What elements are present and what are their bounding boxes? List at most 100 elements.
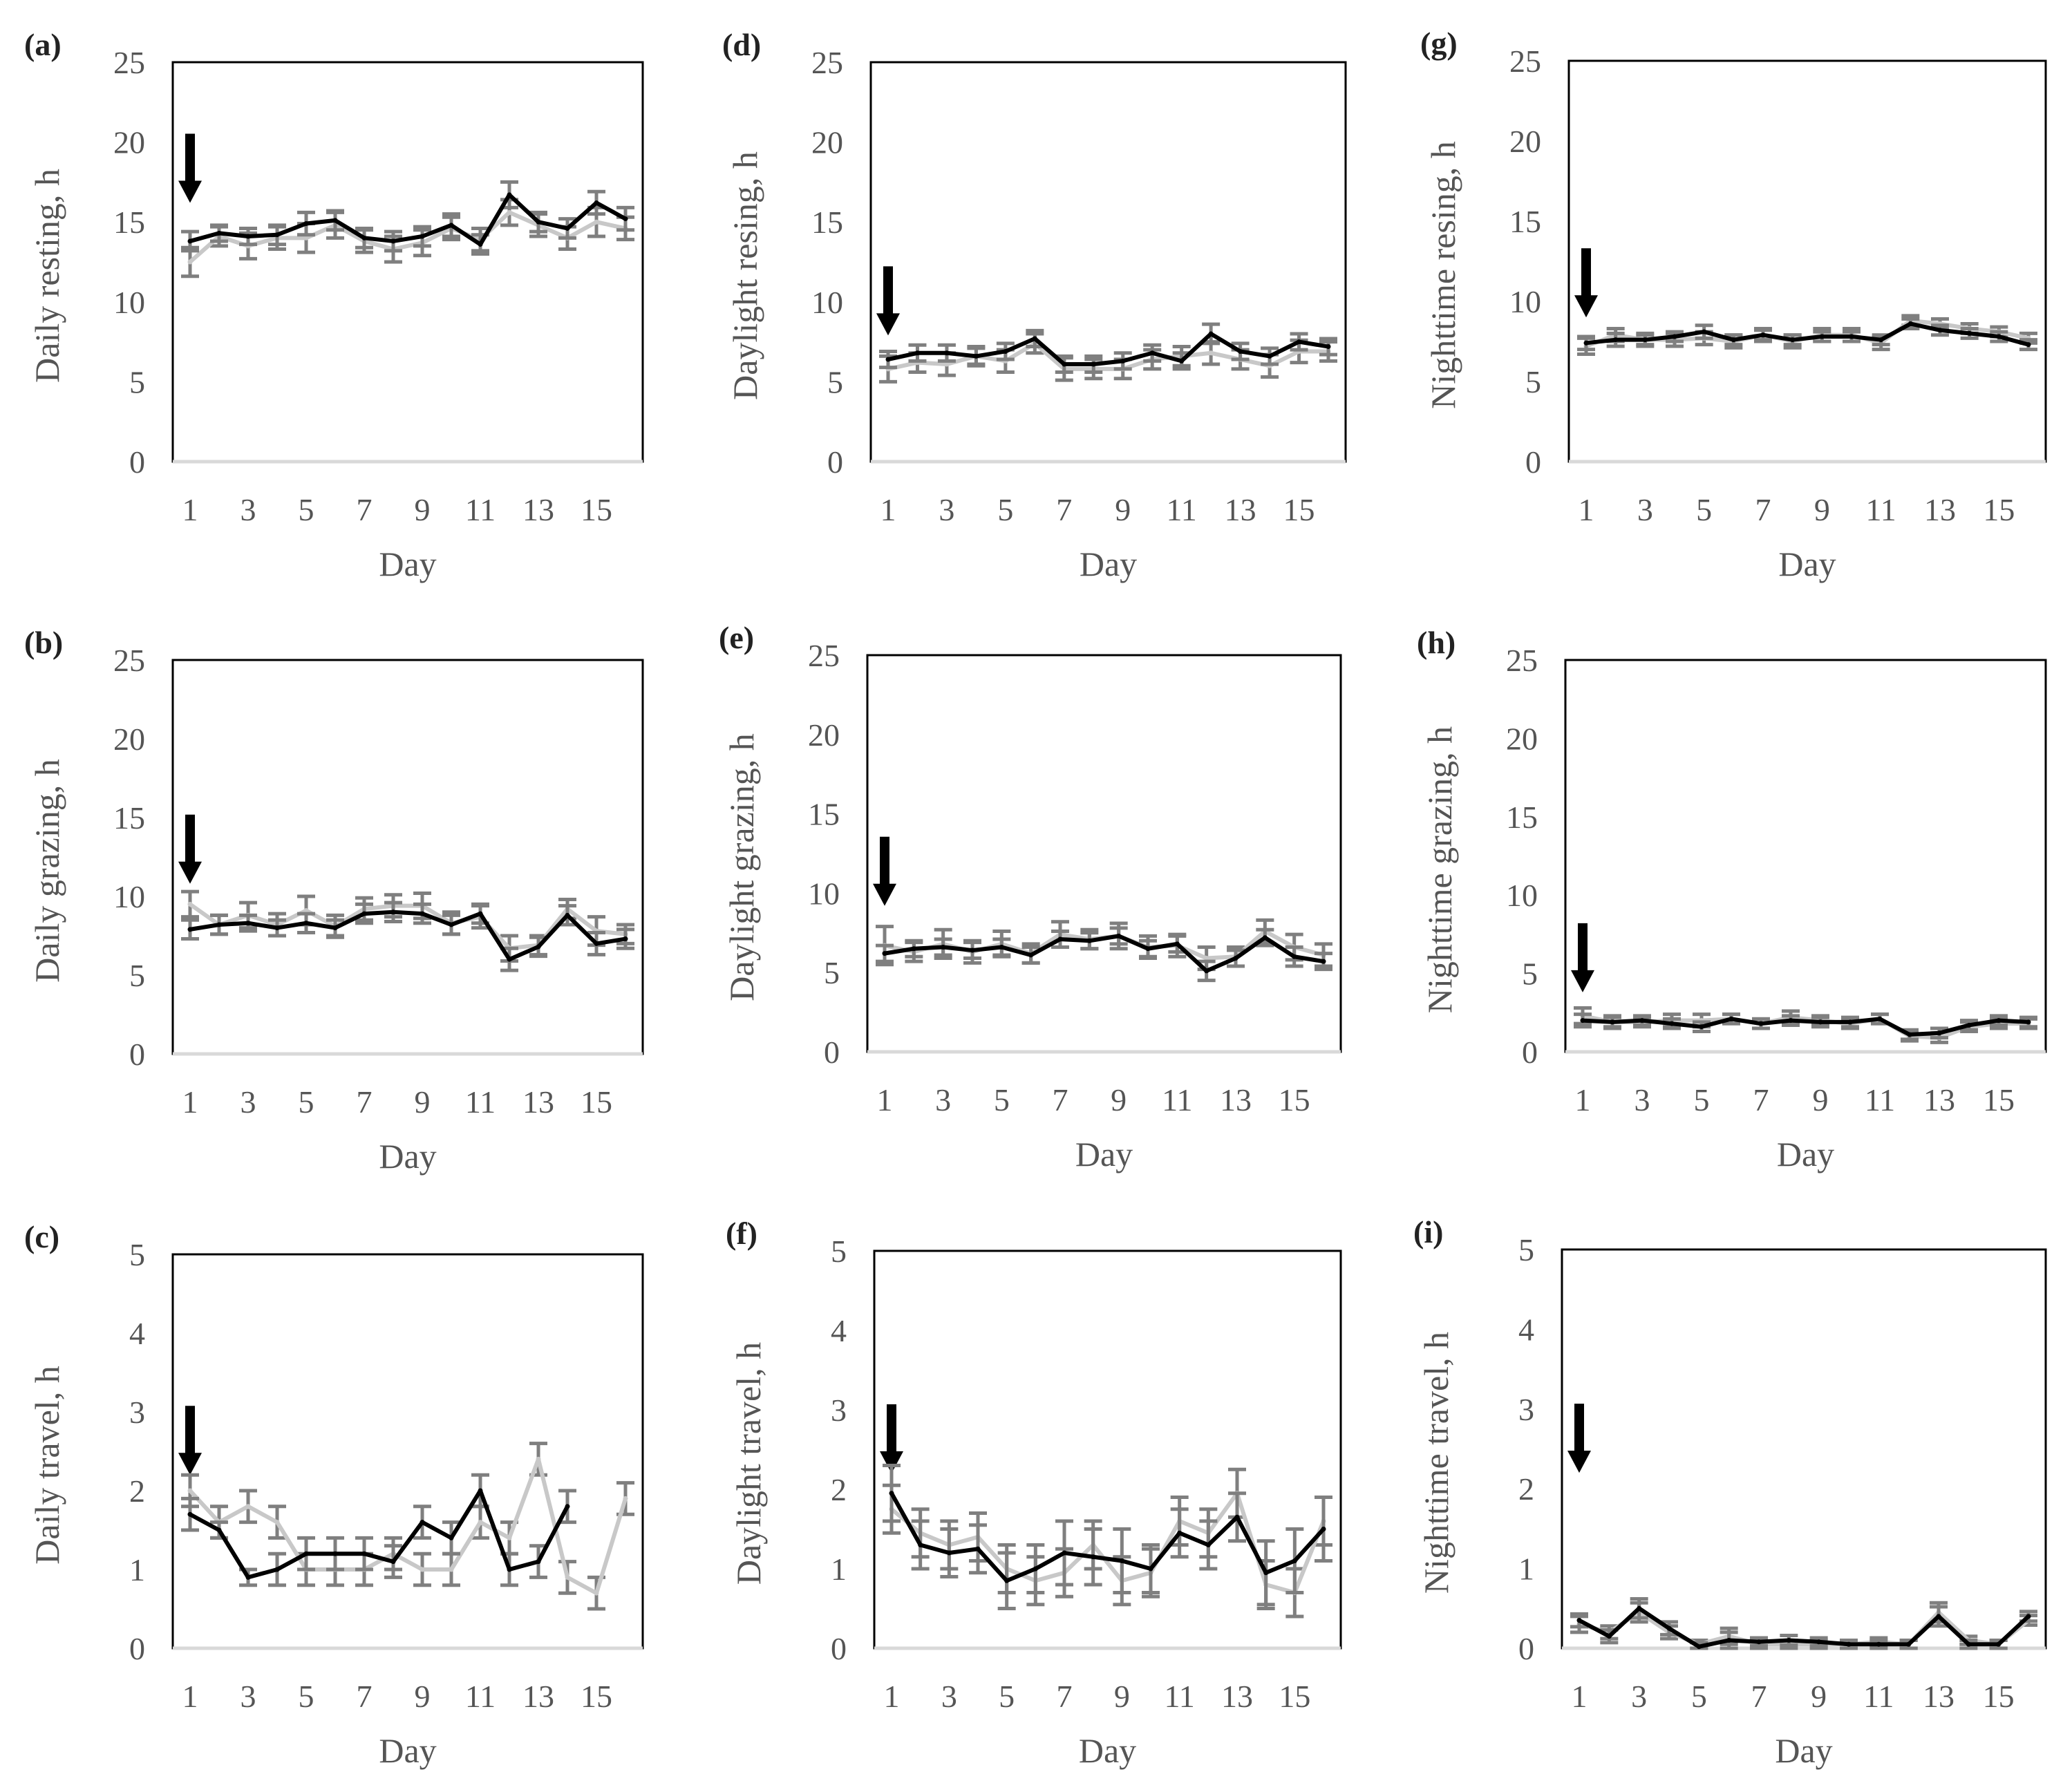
x-tick-label: 9 — [1811, 1679, 1827, 1714]
data-point — [303, 921, 309, 926]
data-point — [361, 1551, 367, 1556]
series-line-black — [189, 192, 627, 247]
data-point — [1321, 959, 1326, 964]
x-tick-label: 11 — [1866, 492, 1896, 527]
x-tick-label: 13 — [1220, 1082, 1252, 1117]
y-tick-label: 1 — [129, 1552, 145, 1587]
data-point — [1637, 1605, 1642, 1611]
data-point — [885, 357, 891, 362]
x-tick-label: 5 — [299, 1679, 314, 1714]
y-tick-label: 5 — [1518, 1232, 1534, 1267]
y-tick-label: 0 — [1522, 1035, 1538, 1070]
x-tick-label: 11 — [1162, 1082, 1192, 1117]
x-tick-label: 11 — [1865, 1082, 1895, 1117]
y-tick-label: 25 — [808, 638, 840, 673]
data-point — [420, 1567, 425, 1572]
data-point — [1292, 1558, 1297, 1563]
data-point — [1966, 1022, 1972, 1028]
data-point — [1091, 1554, 1096, 1560]
x-tick-label: 9 — [1813, 1082, 1829, 1117]
data-point — [507, 956, 512, 962]
x-tick-label: 1 — [877, 1082, 893, 1117]
data-point — [1032, 336, 1037, 341]
data-point — [1086, 938, 1092, 943]
y-tick-label: 1 — [831, 1552, 847, 1587]
data-point — [1321, 1527, 1326, 1531]
data-point — [536, 1559, 541, 1565]
data-point — [1906, 1641, 1912, 1647]
data-point — [1907, 1032, 1912, 1037]
data-point — [245, 1504, 251, 1509]
x-tick-label: 15 — [1983, 492, 2015, 527]
data-point — [1204, 968, 1209, 974]
data-point — [946, 1550, 952, 1556]
data-point — [1580, 1018, 1585, 1024]
data-point — [274, 232, 280, 238]
y-axis-title: Daylight grazing, h — [722, 733, 761, 1001]
series-line-black — [1582, 1017, 2029, 1037]
data-point — [1847, 1019, 1853, 1025]
y-tick-label: 10 — [808, 876, 840, 911]
y-tick-label: 25 — [113, 643, 145, 678]
x-tick-label: 5 — [1691, 1679, 1707, 1714]
panel-label: (a) — [24, 27, 62, 62]
arrow-marker — [1567, 1404, 1591, 1473]
data-point — [1091, 361, 1096, 367]
series-black — [876, 926, 1332, 983]
data-point — [1208, 331, 1214, 337]
data-point — [1174, 941, 1180, 947]
data-point — [390, 1559, 396, 1565]
data-point — [594, 200, 599, 205]
data-point — [1583, 340, 1589, 346]
series-line-gray — [188, 1457, 628, 1596]
data-point — [1758, 1021, 1764, 1026]
data-point — [420, 1520, 425, 1525]
data-point — [889, 1491, 894, 1496]
data-point — [303, 908, 309, 914]
y-tick-label: 20 — [113, 721, 145, 757]
data-point — [1666, 1625, 1672, 1631]
x-tick-label: 13 — [1924, 492, 1956, 527]
x-tick-label: 1 — [1572, 1679, 1588, 1714]
x-tick-label: 11 — [465, 1679, 496, 1714]
x-tick-label: 13 — [522, 1084, 554, 1120]
x-tick-label: 11 — [465, 1084, 496, 1120]
data-point — [1205, 1543, 1211, 1547]
data-point — [507, 1535, 512, 1540]
plot-frame — [1561, 1248, 2047, 1650]
y-tick-label: 10 — [1506, 878, 1538, 913]
x-tick-label: 11 — [1165, 1679, 1195, 1714]
y-tick-label: 15 — [811, 205, 843, 240]
y-tick-label: 10 — [811, 285, 843, 320]
x-tick-label: 13 — [1225, 492, 1256, 527]
data-point — [882, 951, 887, 956]
data-point — [449, 922, 454, 927]
y-tick-label: 15 — [1509, 204, 1541, 239]
x-axis-title: Day — [1775, 1731, 1832, 1770]
y-tick-label: 3 — [129, 1395, 145, 1430]
x-tick-label: 7 — [1056, 492, 1072, 527]
arrow-marker — [873, 836, 896, 906]
data-point — [1613, 337, 1619, 343]
data-point — [1149, 350, 1155, 356]
data-point — [1148, 1566, 1153, 1572]
y-tick-label: 0 — [824, 1035, 840, 1070]
data-point — [1238, 348, 1243, 354]
data-point — [1120, 358, 1126, 364]
panel-label: (h) — [1417, 625, 1456, 660]
data-point — [303, 221, 309, 227]
y-tick-label: 3 — [831, 1393, 847, 1428]
y-tick-label: 5 — [129, 364, 145, 399]
series-line-gray — [1579, 1610, 2030, 1647]
plot-frame — [1564, 659, 2047, 1053]
x-tick-label: 13 — [522, 1679, 554, 1714]
y-tick-label: 20 — [1506, 721, 1538, 756]
x-tick-label: 9 — [415, 1679, 431, 1714]
data-point — [216, 230, 222, 236]
x-tick-label: 7 — [357, 1679, 373, 1714]
y-tick-label: 10 — [113, 879, 145, 914]
